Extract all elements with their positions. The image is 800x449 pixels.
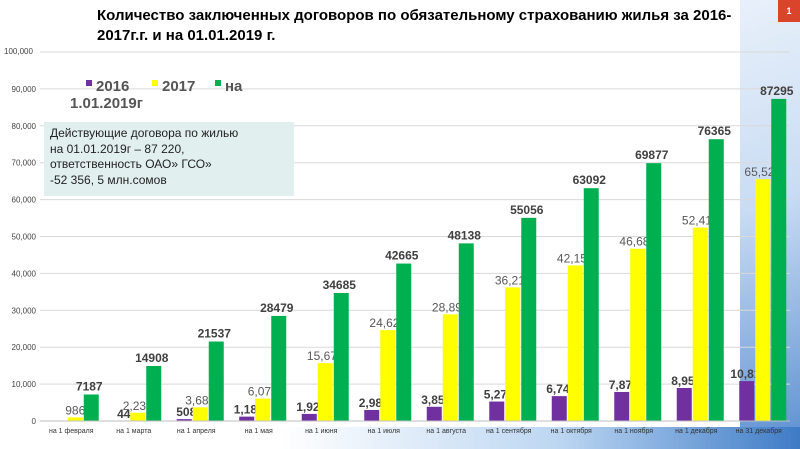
- data-label-2019: 34685: [323, 278, 357, 292]
- bar-2017: [380, 330, 396, 421]
- x-tick-label: на 1 августа: [426, 428, 466, 435]
- x-tick-label: на 1 октября: [551, 427, 592, 435]
- bar-на-1-01-2019г: [646, 163, 662, 421]
- x-tick-label: на 1 мая: [245, 428, 273, 435]
- legend-swatch-2019: [215, 80, 221, 86]
- x-tick-label: на 1 сентября: [486, 427, 532, 435]
- chart-title: Количество заключенных договоров по обяз…: [97, 7, 732, 44]
- bar-2016: [551, 396, 567, 421]
- y-tick-label: 60,000: [12, 196, 37, 205]
- slide-bottom-strip: [0, 427, 800, 449]
- bar-на-1-01-2019г: [708, 139, 724, 422]
- data-label-2016: 44: [117, 407, 131, 421]
- y-tick-label: 90,000: [12, 85, 37, 94]
- data-label-2019: 76365: [698, 124, 732, 138]
- data-label-2017: 2,233: [123, 399, 153, 413]
- bar-2017: [755, 179, 771, 421]
- y-axis-max-label: 100,000: [4, 47, 33, 56]
- y-tick-label: 0: [32, 417, 37, 426]
- bar-2017: [67, 417, 83, 421]
- bar-2017: [255, 398, 271, 421]
- data-label-2019: 55056: [510, 203, 544, 217]
- data-label-2019: 14908: [135, 351, 169, 365]
- legend-label-2016: 2016: [96, 78, 130, 95]
- data-label-2019: 42665: [385, 249, 419, 263]
- bar-2017: [692, 227, 708, 421]
- data-label-2017: 986: [65, 403, 85, 417]
- bar-на-1-01-2019г: [208, 341, 224, 421]
- data-label-2019: 21537: [198, 327, 232, 341]
- bar-2017: [630, 248, 646, 421]
- bar-2017: [442, 314, 458, 421]
- bar-2016: [176, 419, 192, 421]
- bar-на-1-01-2019г: [396, 263, 412, 421]
- bar-2016: [739, 381, 755, 421]
- bar-на-1-01-2019г: [458, 243, 474, 421]
- legend-item-2016: 2016: [86, 78, 129, 95]
- x-tick-label: на 31 декабря: [736, 427, 782, 435]
- legend-sub-label: 1.01.2019г: [70, 95, 143, 112]
- legend-swatch-2016: [86, 80, 92, 86]
- bar-2017: [567, 265, 583, 421]
- legend-swatch-2017: [152, 80, 158, 86]
- y-tick-label: 80,000: [12, 122, 37, 131]
- x-tick-label: на 1 февраля: [49, 428, 94, 435]
- legend-item-2019: на: [215, 78, 242, 95]
- data-label-2016: 508: [176, 405, 196, 419]
- legend-label-2017: 2017: [162, 78, 196, 95]
- bar-на-1-01-2019г: [771, 98, 787, 422]
- y-tick-label: 20,000: [12, 343, 37, 352]
- bar-2017: [317, 363, 333, 421]
- y-tick-label: 70,000: [12, 159, 37, 168]
- bar-2016: [676, 387, 692, 421]
- bar-2016: [239, 416, 255, 421]
- data-label-2017: 6,076: [248, 385, 278, 399]
- x-tick-label: на 1 июля: [368, 428, 401, 435]
- data-label-2019: 63092: [573, 173, 607, 187]
- bar-2016: [614, 391, 630, 421]
- x-tick-label: на 1 декабря: [675, 427, 717, 435]
- data-label-2019: 87295: [760, 84, 794, 98]
- bar-на-1-01-2019г: [146, 365, 162, 421]
- legend-label-2019: на: [225, 78, 243, 95]
- summary-note: Действующие договора по жилью на 01.01.2…: [44, 122, 294, 196]
- chart-legend: 2016 2017 на 1.01.2019г: [70, 78, 370, 118]
- bar-на-1-01-2019г: [271, 315, 287, 421]
- data-label-2017: 3,689: [185, 393, 215, 407]
- bar-2017: [505, 287, 521, 421]
- bar-на-1-01-2019г: [333, 293, 349, 421]
- bar-2016: [301, 413, 317, 421]
- bar-на-1-01-2019г: [83, 394, 99, 421]
- bar-2016: [426, 406, 442, 421]
- slide-number-badge: 1: [778, 0, 800, 22]
- bar-2017: [192, 407, 208, 421]
- y-tick-label: 50,000: [12, 233, 37, 242]
- data-label-2019: 7187: [76, 379, 103, 393]
- data-label-2019: 48138: [448, 228, 482, 242]
- x-tick-label: на 1 марта: [116, 428, 151, 435]
- data-label-2019: 28479: [260, 301, 294, 315]
- y-tick-label: 10,000: [12, 380, 37, 389]
- bar-2016: [364, 409, 380, 421]
- bar-на-1-01-2019г: [521, 217, 537, 421]
- y-tick-label: 40,000: [12, 269, 37, 278]
- legend-item-2017: 2017: [152, 78, 195, 95]
- bar-на-1-01-2019г: [583, 188, 599, 421]
- x-tick-label: на 1 июня: [305, 428, 338, 435]
- y-tick-label: 30,000: [12, 306, 37, 315]
- data-label-2019: 69877: [635, 148, 669, 162]
- bar-2017: [130, 412, 146, 421]
- bar-2016: [489, 401, 505, 421]
- x-tick-label: на 1 ноября: [614, 427, 653, 435]
- x-tick-label: на 1 апреля: [177, 428, 216, 435]
